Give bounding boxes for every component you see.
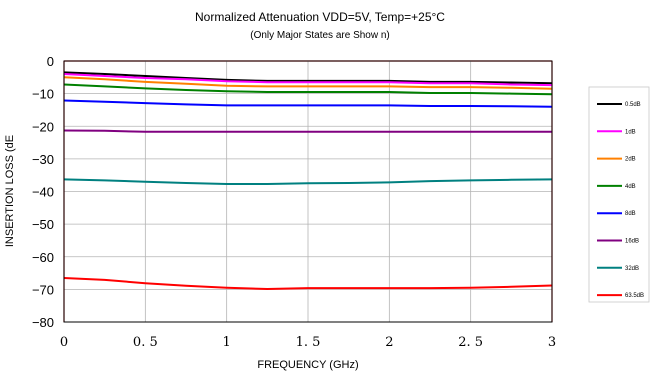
legend-item: 16dB [597,239,639,245]
legend-label: 63.5dB [625,293,644,299]
x-tick-label: 0 [60,335,68,350]
y-tick-label: −40 [32,185,54,200]
x-tick-labels: 0 0. 5 1 1. 5 2 2. 5 3 [60,335,556,350]
x-tick-label: 1 [223,335,231,350]
legend-item: 8dB [597,211,636,217]
legend: 0.5dB 1dB 2dB 4dB 8dB 16dB 32dB 63.5dB [588,86,650,303]
x-tick-label: 3 [548,335,556,350]
legend-item: 2dB [597,157,636,163]
legend-item: 0.5dB [597,102,641,108]
series-line-4dB [63,83,553,96]
y-tick-label: −70 [32,282,54,297]
x-tick-label: 2 [385,335,393,350]
y-tick-label: −20 [32,119,54,134]
y-tick-label: −30 [32,152,54,167]
y-tick-label: −60 [32,250,54,265]
y-axis-label: INSERTION LOSS (dE [4,135,16,247]
legend-item: 32dB [597,266,639,272]
legend-item: 63.5dB [597,293,644,299]
y-tick-label: 0 [47,54,54,69]
chart-title: Normalized Attenuation VDD=5V, Temp=+25°… [195,10,445,24]
legend-box [588,86,650,303]
legend-item: 1dB [597,129,636,135]
series-line-8dB [63,99,553,108]
x-axis-label: FREQUENCY (GHz) [257,359,358,371]
series-lines [63,71,553,290]
legend-label: 2dB [625,157,636,163]
series-line-2dB [63,76,553,90]
legend-label: 32dB [625,266,639,272]
legend-label: 8dB [625,211,636,217]
series-line-0.5dB [63,71,553,85]
legend-label: 1dB [625,129,636,135]
plot-frame [63,60,553,323]
x-tick-label: 1. 5 [296,335,321,350]
series-line-32dB [63,178,553,185]
y-tick-label: −80 [32,315,54,330]
legend-label: 4dB [625,184,636,190]
y-tick-labels: 0 −10 −20 −30 −40 −50 −60 −70 −80 [32,54,54,330]
x-tick-label: 0. 5 [133,335,158,350]
y-tick-label: −10 [32,87,54,102]
legend-label: 16dB [625,239,639,245]
series-line-16dB [63,129,552,133]
series-line-63.5dB [63,277,553,290]
series-line-1dB [63,73,553,87]
legend-item: 4dB [597,184,636,190]
legend-label: 0.5dB [625,102,641,108]
chart-subtitle: (Only Major States are Show n) [250,30,390,41]
x-tick-label: 2. 5 [458,335,483,350]
y-tick-label: −50 [32,217,54,232]
